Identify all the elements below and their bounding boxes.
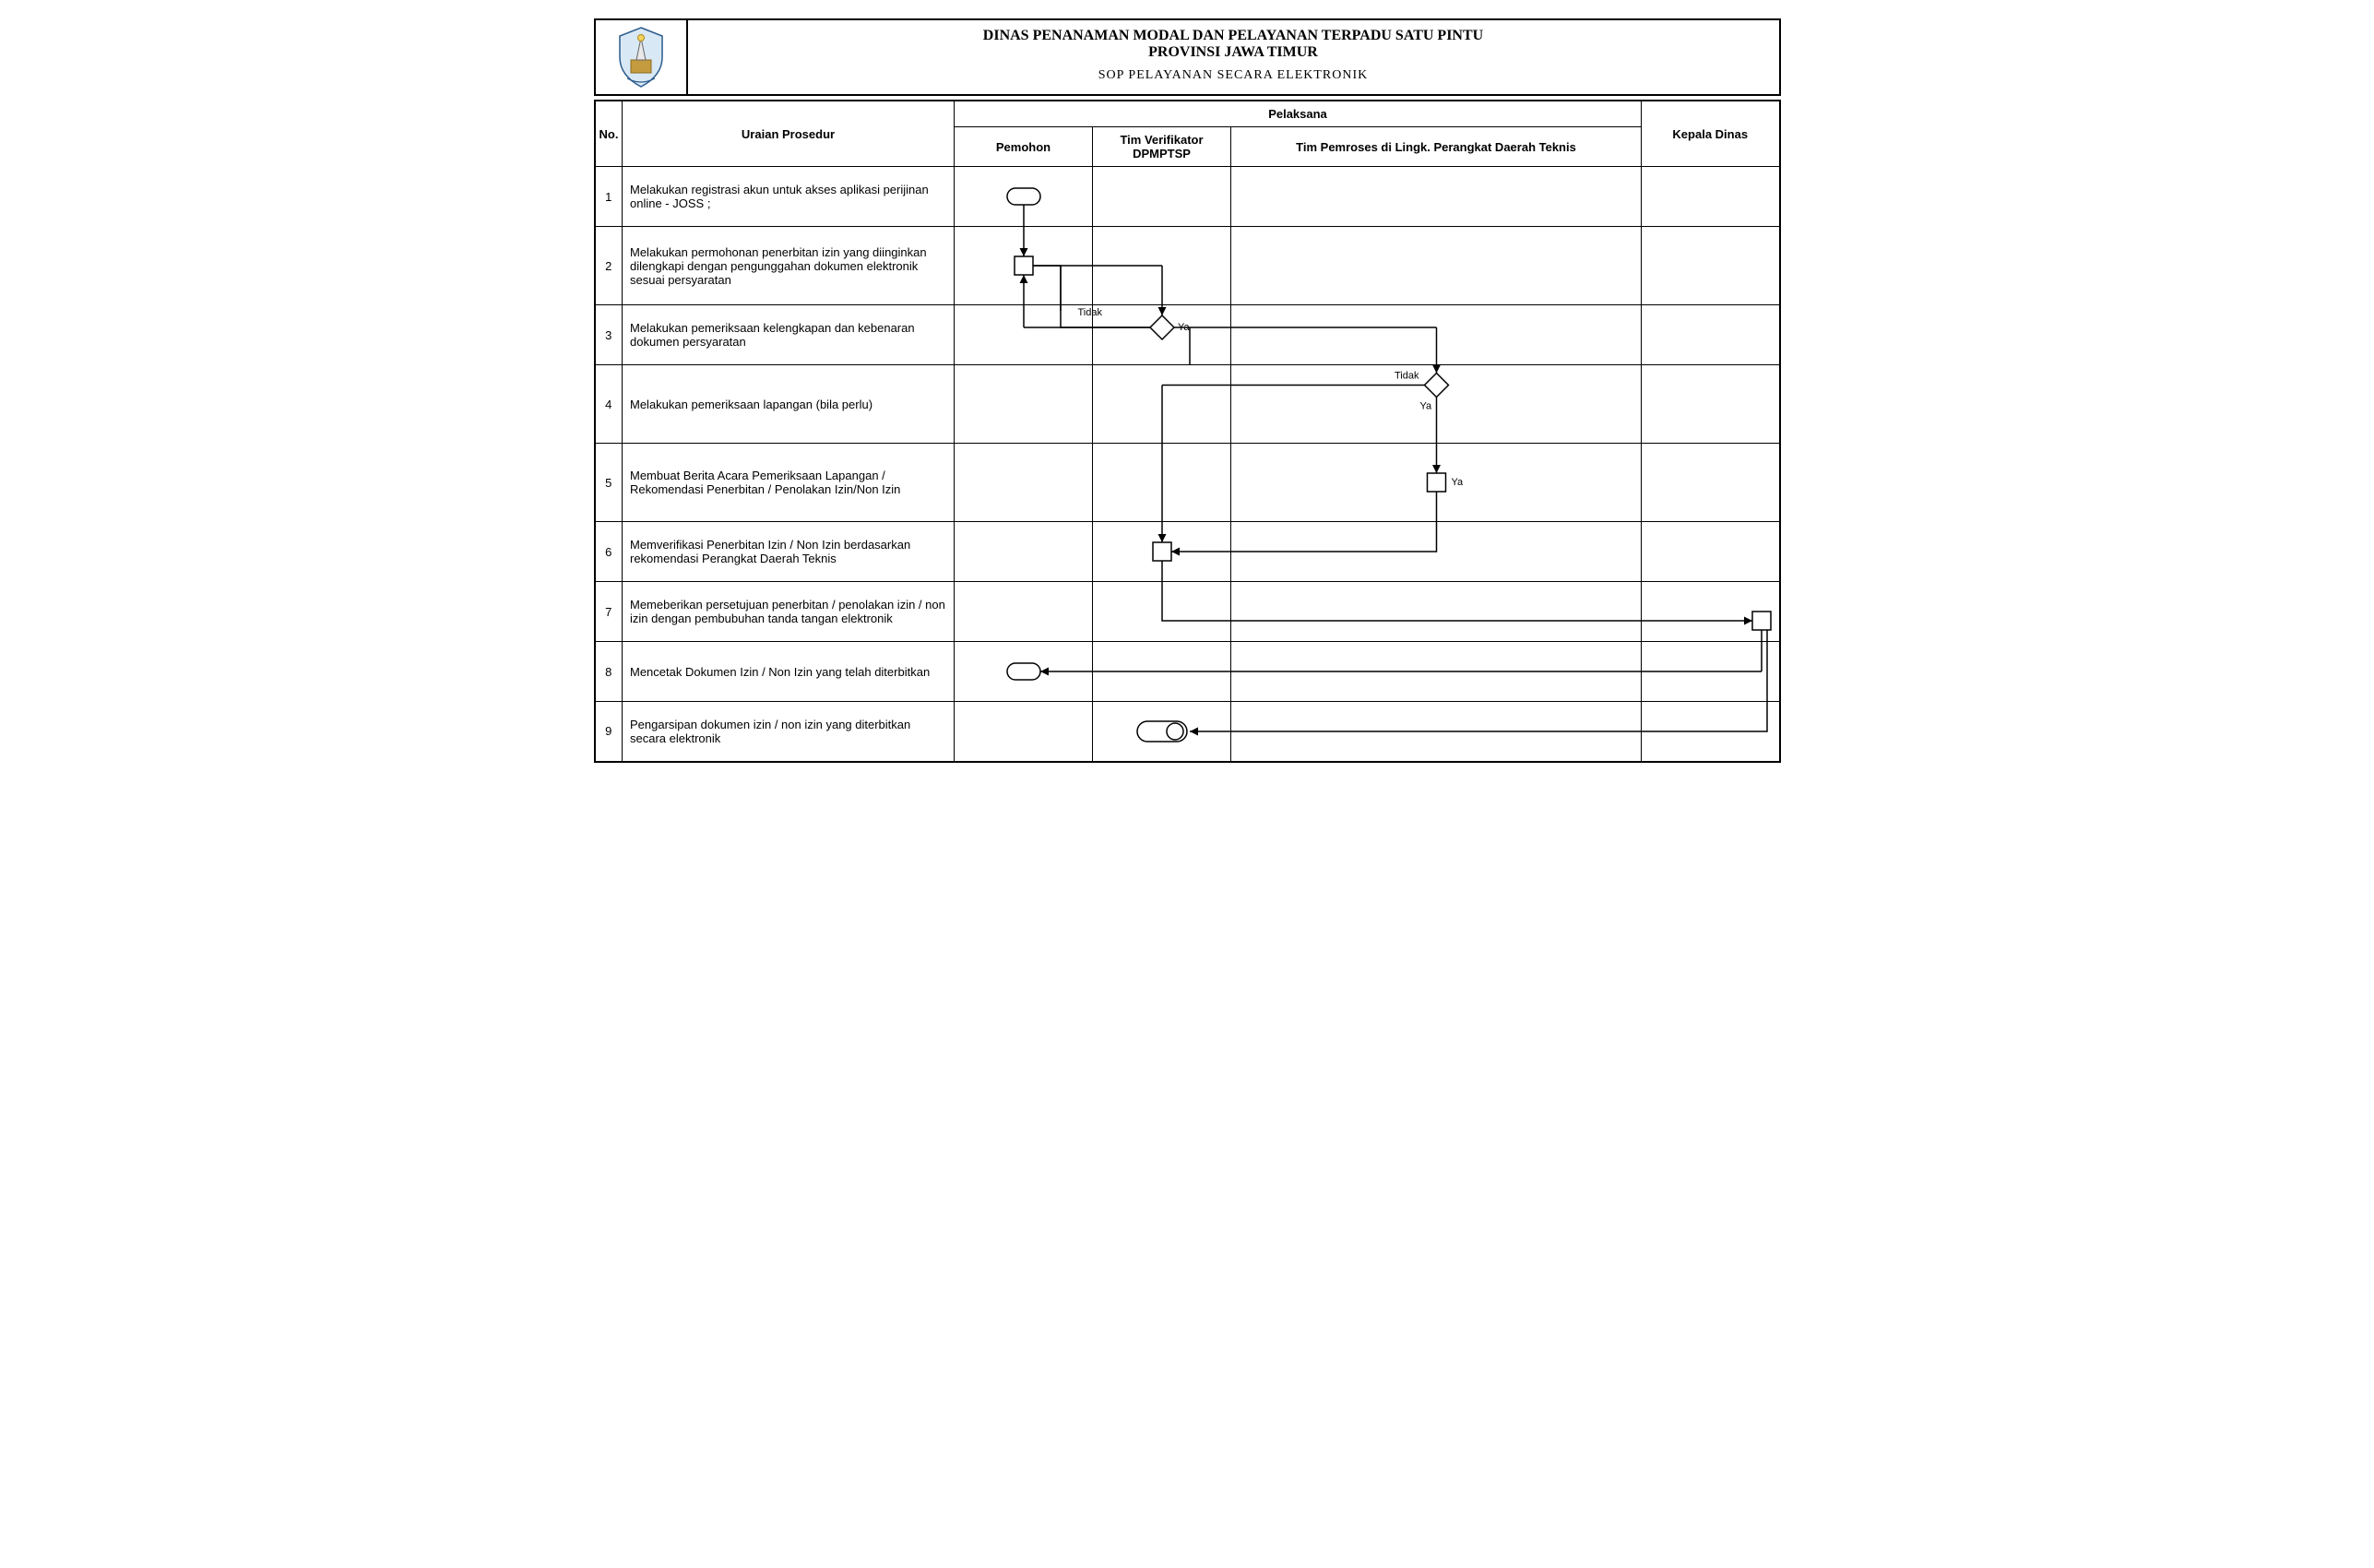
svg-text:Ya: Ya: [1419, 400, 1432, 411]
svg-text:Tidak: Tidak: [1077, 307, 1102, 318]
header-subtitle: SOP PELAYANAN SECARA ELEKTRONIK: [695, 68, 1772, 83]
flowchart-overlay: YaTidakTidakYaYa: [594, 100, 1781, 763]
svg-text:Tidak: Tidak: [1395, 370, 1419, 381]
page-container: DINAS PENANAMAN MODAL DAN PELAYANAN TERP…: [594, 18, 1781, 763]
header-title-1: DINAS PENANAMAN MODAL DAN PELAYANAN TERP…: [695, 28, 1772, 44]
header-title-2: PROVINSI JAWA TIMUR: [695, 44, 1772, 61]
provincial-logo-icon: [609, 25, 673, 89]
table-wrapper: No. Uraian Prosedur Pelaksana Kepala Din…: [594, 100, 1781, 763]
header-text: DINAS PENANAMAN MODAL DAN PELAYANAN TERP…: [688, 20, 1779, 94]
header-box: DINAS PENANAMAN MODAL DAN PELAYANAN TERP…: [594, 18, 1781, 96]
svg-text:Ya: Ya: [1451, 477, 1464, 488]
logo-cell: [596, 20, 688, 94]
